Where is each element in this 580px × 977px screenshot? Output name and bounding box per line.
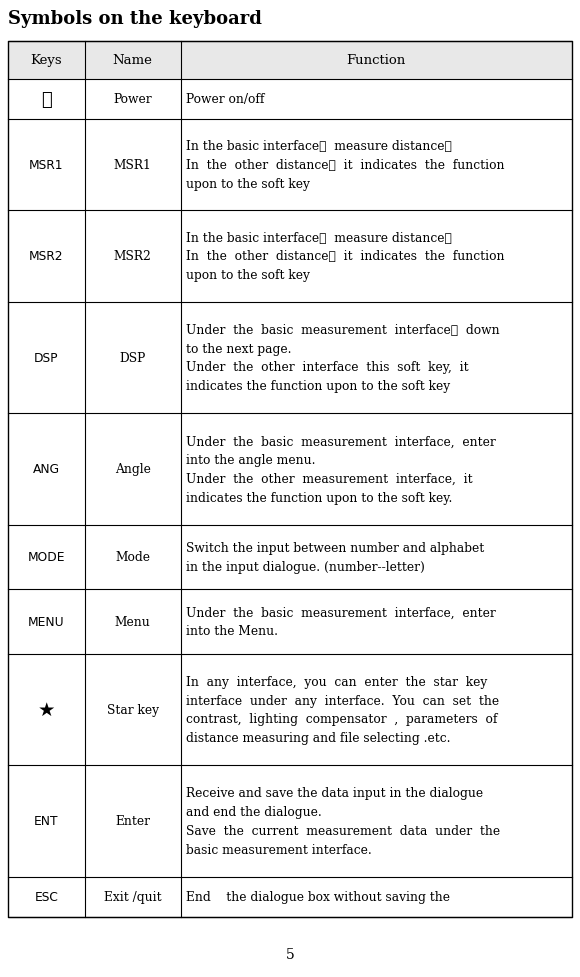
- Text: In  any  interface,  you  can  enter  the  star  key: In any interface, you can enter the star…: [186, 675, 487, 688]
- Text: In the basic interface，  measure distance；: In the basic interface， measure distance…: [186, 141, 451, 153]
- Text: In  the  other  distance，  it  indicates  the  function: In the other distance， it indicates the …: [186, 250, 504, 263]
- Text: upon to the soft key: upon to the soft key: [186, 178, 310, 191]
- Text: Angle: Angle: [115, 463, 151, 476]
- Text: and end the dialogue.: and end the dialogue.: [186, 805, 321, 818]
- Text: In  the  other  distance，  it  indicates  the  function: In the other distance， it indicates the …: [186, 159, 504, 172]
- Text: 5: 5: [285, 947, 295, 961]
- Text: Power: Power: [113, 93, 152, 106]
- Text: interface  under  any  interface.  You  can  set  the: interface under any interface. You can s…: [186, 694, 499, 706]
- Text: MSR2: MSR2: [114, 250, 151, 263]
- Text: contrast,  lighting  compensator  ,  parameters  of: contrast, lighting compensator , paramet…: [186, 712, 497, 726]
- Text: ESC: ESC: [34, 890, 58, 904]
- Text: MENU: MENU: [28, 616, 64, 628]
- Text: upon to the soft key: upon to the soft key: [186, 269, 310, 282]
- Text: Star key: Star key: [107, 703, 159, 716]
- Text: indicates the function upon to the soft key: indicates the function upon to the soft …: [186, 380, 450, 393]
- Text: distance measuring and file selecting .etc.: distance measuring and file selecting .e…: [186, 732, 450, 744]
- Text: Save  the  current  measurement  data  under  the: Save the current measurement data under …: [186, 824, 500, 837]
- Text: Switch the input between number and alphabet: Switch the input between number and alph…: [186, 541, 484, 555]
- Text: basic measurement interface.: basic measurement interface.: [186, 843, 371, 856]
- Text: into the Menu.: into the Menu.: [186, 624, 278, 638]
- Text: Under  the  basic  measurement  interface，  down: Under the basic measurement interface， d…: [186, 323, 499, 336]
- Text: in the input dialogue. (number--letter): in the input dialogue. (number--letter): [186, 560, 425, 573]
- Text: In the basic interface，  measure distance；: In the basic interface， measure distance…: [186, 232, 451, 244]
- Text: Menu: Menu: [115, 616, 151, 628]
- Text: ENT: ENT: [34, 815, 59, 828]
- Text: ⏻: ⏻: [41, 91, 52, 108]
- Text: Power on/off: Power on/off: [186, 93, 264, 106]
- Text: Function: Function: [347, 55, 406, 67]
- Text: ANG: ANG: [33, 463, 60, 476]
- Bar: [8, 42, 572, 79]
- Text: ★: ★: [38, 701, 55, 719]
- Text: Symbols on the keyboard: Symbols on the keyboard: [8, 10, 262, 28]
- Text: End    the dialogue box without saving the: End the dialogue box without saving the: [186, 890, 450, 904]
- Text: Enter: Enter: [115, 815, 150, 828]
- Text: Mode: Mode: [115, 551, 150, 564]
- Text: Keys: Keys: [31, 55, 62, 67]
- Text: MSR1: MSR1: [114, 159, 151, 172]
- Text: to the next page.: to the next page.: [186, 342, 291, 356]
- Text: Name: Name: [113, 55, 153, 67]
- Text: DSP: DSP: [34, 352, 59, 364]
- Bar: [8, 42, 572, 917]
- Text: MSR2: MSR2: [29, 250, 64, 263]
- Text: indicates the function upon to the soft key.: indicates the function upon to the soft …: [186, 491, 452, 504]
- Text: Under  the  other  interface  this  soft  key,  it: Under the other interface this soft key,…: [186, 361, 468, 374]
- Text: MSR1: MSR1: [29, 159, 64, 172]
- Text: MODE: MODE: [28, 551, 65, 564]
- Text: Exit /quit: Exit /quit: [104, 890, 161, 904]
- Text: Under  the  basic  measurement  interface,  enter: Under the basic measurement interface, e…: [186, 435, 495, 447]
- Text: DSP: DSP: [119, 352, 146, 364]
- Text: into the angle menu.: into the angle menu.: [186, 453, 315, 467]
- Text: Under  the  other  measurement  interface,  it: Under the other measurement interface, i…: [186, 472, 472, 486]
- Text: Under  the  basic  measurement  interface,  enter: Under the basic measurement interface, e…: [186, 606, 495, 618]
- Text: Receive and save the data input in the dialogue: Receive and save the data input in the d…: [186, 786, 483, 799]
